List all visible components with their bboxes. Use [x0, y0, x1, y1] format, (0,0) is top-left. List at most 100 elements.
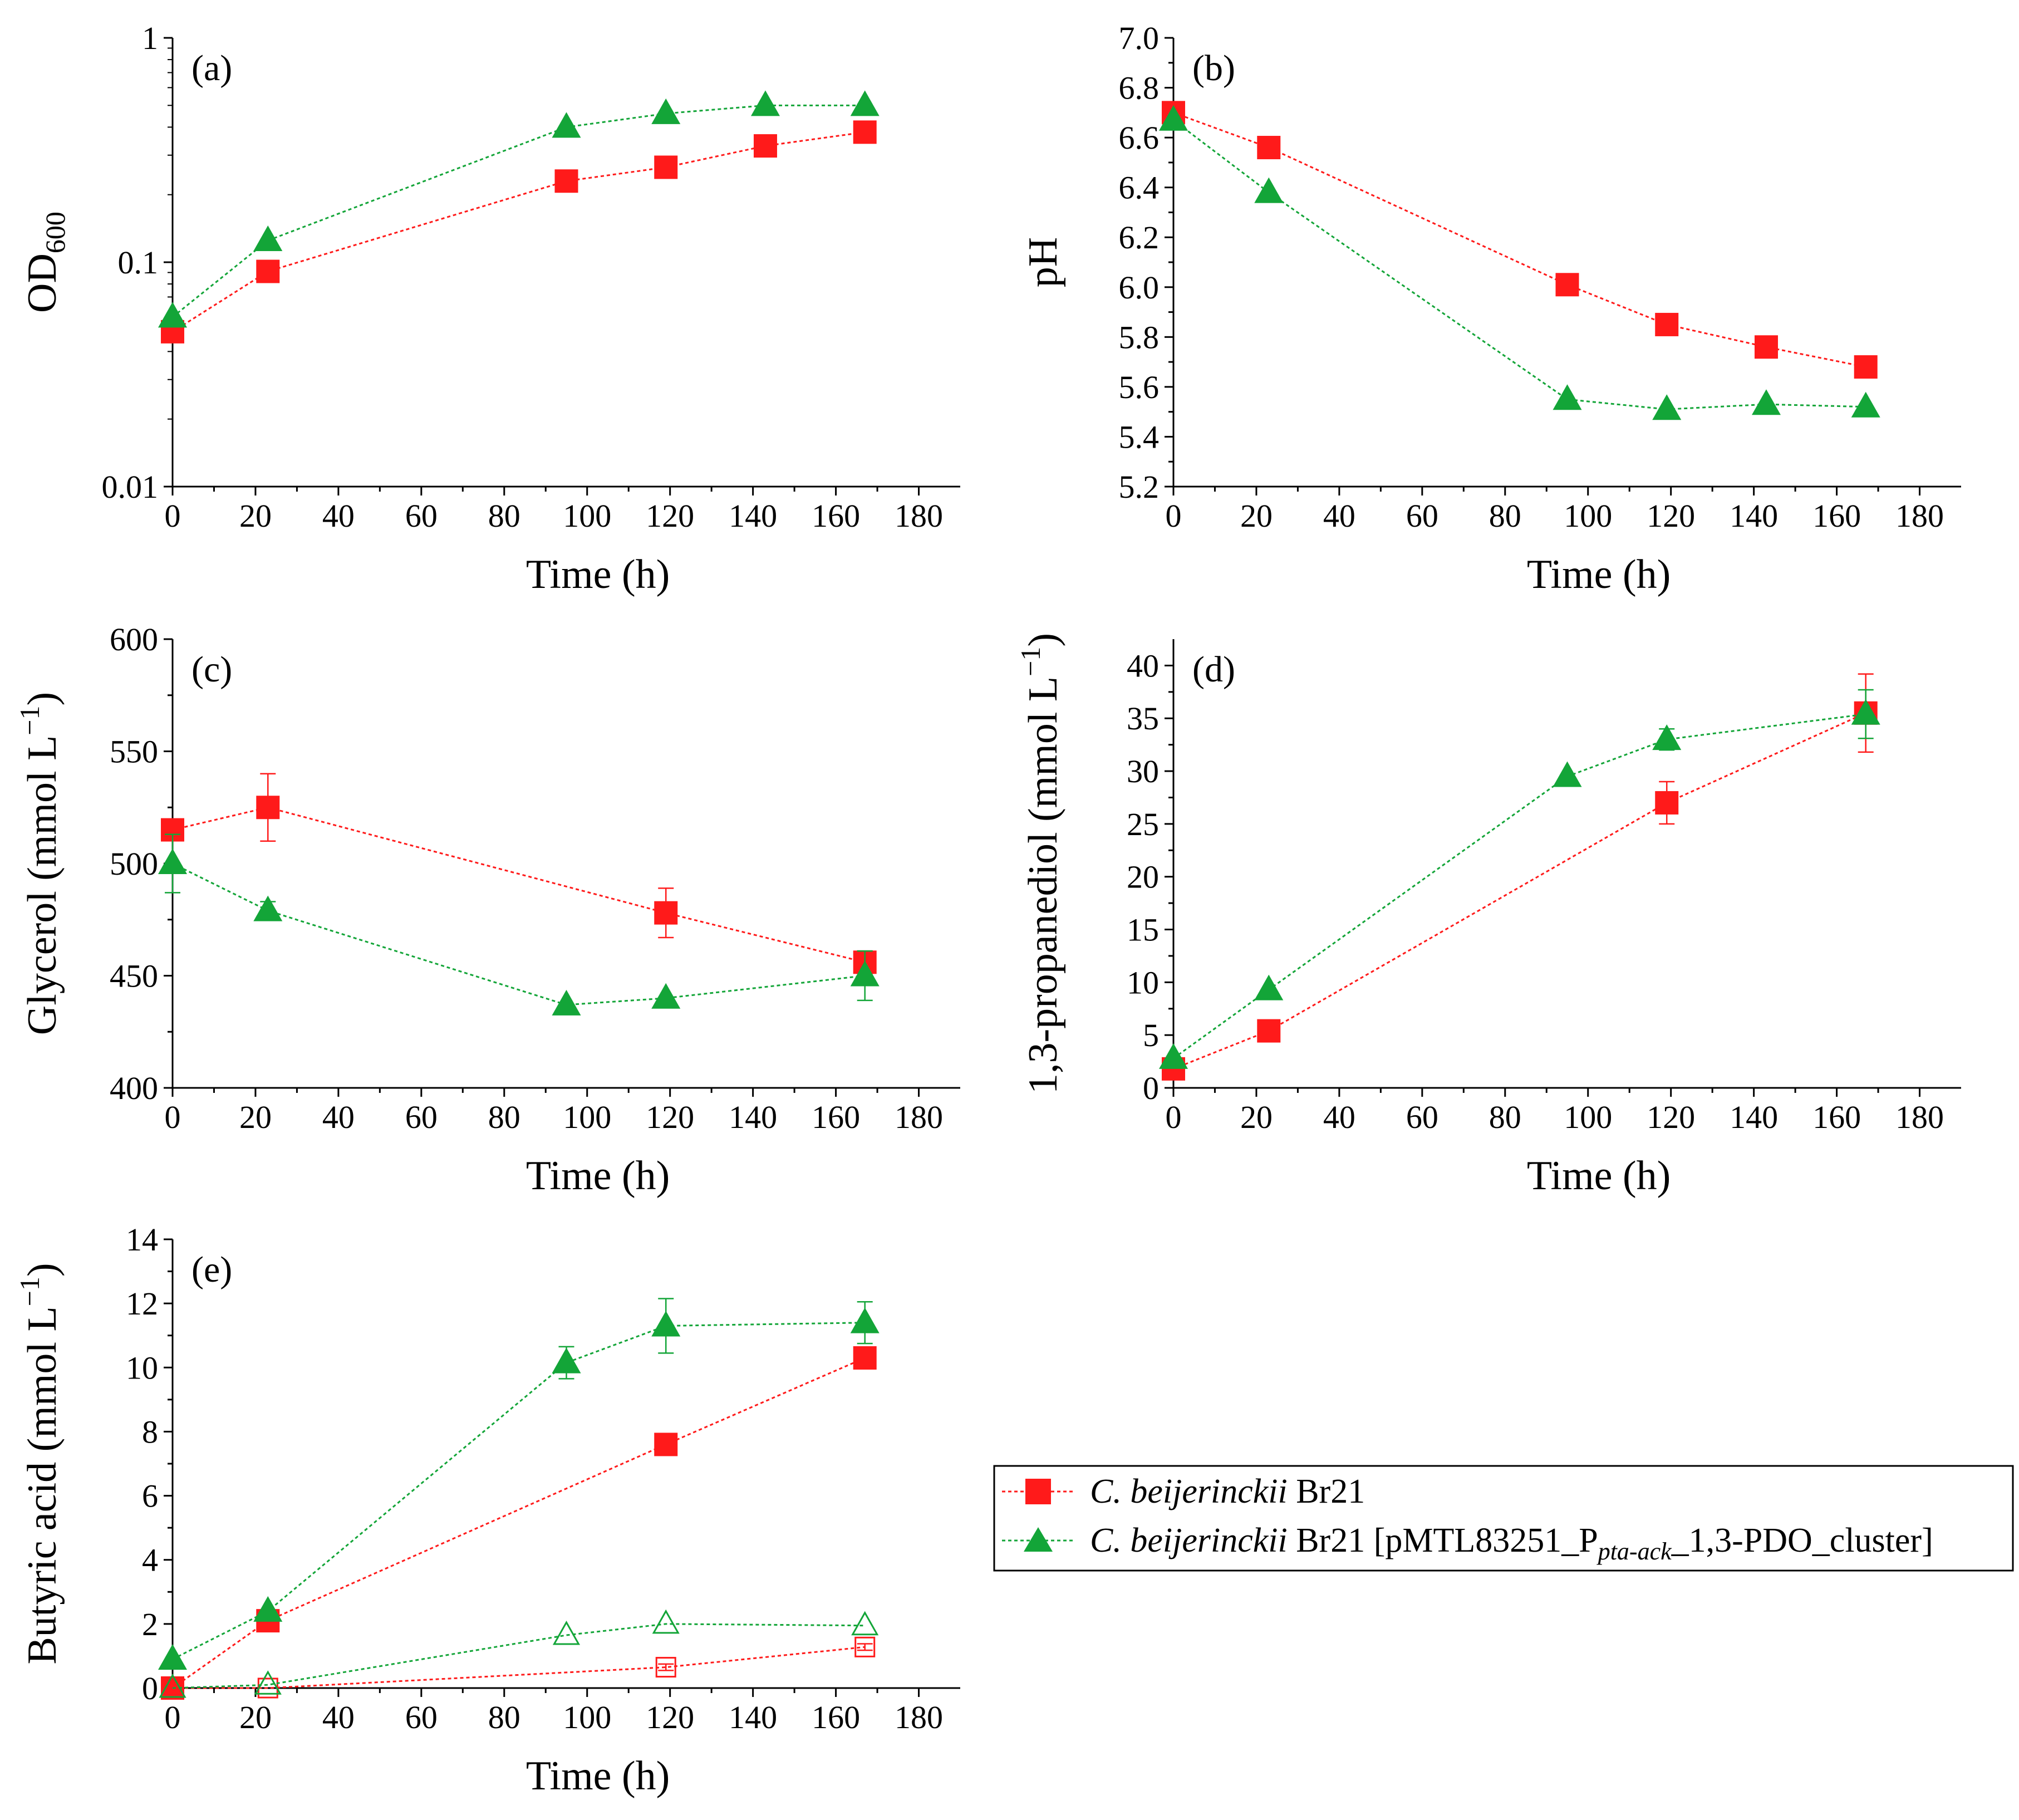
data-point-square-a	[753, 134, 777, 158]
legend-label-series2: C. beijerinckii Br21 [pMTL83251_Ppta-ack…	[1090, 1522, 1933, 1565]
x-tick-label-a: 140	[729, 498, 777, 534]
x-tick-label-b: 160	[1812, 498, 1861, 534]
data-point-triangle-b	[1159, 105, 1188, 131]
y-tick-label-d: 15	[1127, 912, 1159, 948]
data-point-triangle-b	[1652, 394, 1682, 420]
series-line-c-1	[172, 862, 865, 1006]
y-axis-title-sup-c: −1	[14, 706, 45, 735]
series-e-1	[158, 1298, 880, 1670]
data-point-square-d	[1257, 1019, 1281, 1043]
x-tick-label-b: 80	[1489, 498, 1521, 534]
y-tick-label-d: 25	[1127, 806, 1159, 842]
y-axis-title-main-d: 1,3-propanediol (mmol L	[1020, 676, 1066, 1094]
series-line-e-1	[172, 1322, 865, 1660]
data-point-triangle-d	[1851, 699, 1880, 725]
x-tick-label-a: 20	[239, 498, 272, 534]
data-point-triangle-a	[158, 302, 187, 328]
y-tick-label-b: 5.4	[1119, 419, 1160, 455]
data-point-triangle-open-e	[652, 1609, 680, 1634]
panel-a: 0 20 40 60 80 100 120 140 160 180 0.01 0.1 1 (a) Time …	[19, 20, 960, 597]
x-tick-label-d: 80	[1489, 1099, 1521, 1135]
data-point-square-b	[1854, 355, 1878, 379]
series-c-0	[161, 773, 877, 974]
series-line-d-0	[1173, 712, 1866, 1070]
legend: C. beijerinckii Br21 C. beijerinckii Br2…	[993, 1465, 2014, 1572]
y-axis-title-a: OD600	[19, 212, 71, 313]
x-tick-label-e: 120	[646, 1699, 694, 1735]
data-point-square-a	[256, 259, 280, 283]
data-point-triangle-a	[253, 225, 283, 251]
panel-label-d: (d)	[1192, 649, 1235, 690]
y-tick-label-a: 1	[142, 20, 158, 56]
x-tick-label-d: 0	[1166, 1099, 1182, 1135]
x-tick-label-c: 160	[812, 1099, 860, 1135]
x-tick-label-b: 0	[1166, 498, 1182, 534]
y-axis-title-main-e: Butyric acid (mmol L	[19, 1306, 65, 1664]
x-tick-label-e: 80	[488, 1699, 520, 1735]
x-tick-label-c: 180	[895, 1099, 943, 1135]
y-tick-label-c: 600	[110, 621, 158, 658]
y-axis-title-end-e: )	[19, 1263, 65, 1277]
legend-series1-italic: C. beijerinckii	[1090, 1473, 1288, 1510]
series-line-c-0	[172, 806, 866, 963]
x-tick-label-c: 100	[563, 1099, 611, 1135]
y-axis-title-e: Butyric acid (mmol L−1)	[14, 1263, 65, 1664]
legend-series2-rest: Br21 [pMTL83251_P	[1288, 1522, 1598, 1559]
y-axis-title-main-b: pH	[1020, 237, 1066, 287]
y-tick-label-d: 20	[1127, 859, 1159, 895]
x-tick-label-c: 80	[488, 1099, 520, 1135]
y-tick-label-e: 0	[142, 1670, 158, 1706]
data-point-square-b	[1655, 312, 1679, 336]
data-point-triangle-a	[651, 98, 681, 124]
series-b-0	[1162, 101, 1878, 379]
y-axis-title-end-c: )	[19, 692, 65, 706]
x-tick-label-d: 140	[1730, 1099, 1778, 1135]
x-tick-label-b: 40	[1323, 498, 1355, 534]
y-tick-label-e: 4	[142, 1542, 158, 1578]
y-tick-label-a: 0.1	[118, 244, 159, 281]
data-point-triangle-open-e	[552, 1620, 581, 1645]
data-point-triangle-c	[158, 848, 187, 874]
x-tick-label-e: 140	[729, 1699, 777, 1735]
panel-label-b: (b)	[1192, 48, 1235, 89]
y-tick-label-b: 5.2	[1119, 469, 1160, 505]
y-tick-label-e: 8	[142, 1414, 158, 1450]
x-tick-label-d: 180	[1895, 1099, 1944, 1135]
data-point-triangle-e	[158, 1644, 187, 1670]
x-tick-label-e: 0	[165, 1699, 181, 1735]
x-axis-title-c: Time (h)	[526, 1153, 670, 1199]
legend-series2-italic: C. beijerinckii	[1090, 1522, 1288, 1559]
panel-label-c: (c)	[191, 649, 232, 690]
y-tick-label-d: 0	[1143, 1070, 1159, 1106]
y-tick-label-e: 2	[142, 1606, 158, 1642]
y-tick-label-a: 0.01	[102, 469, 159, 505]
data-point-triangle-e	[253, 1596, 283, 1622]
y-tick-label-b: 7.0	[1119, 20, 1160, 56]
x-axis-title-e: Time (h)	[526, 1753, 670, 1799]
x-tick-label-a: 100	[563, 498, 611, 534]
x-tick-label-d: 40	[1323, 1099, 1355, 1135]
data-point-square-c	[654, 901, 678, 925]
series-d-0	[1162, 673, 1878, 1081]
y-axis-title-main-c: Glycerol (mmol L	[19, 735, 65, 1035]
data-point-square-d	[1655, 791, 1679, 815]
data-point-square-open-e	[854, 1636, 876, 1657]
data-point-triangle-e	[850, 1307, 880, 1333]
x-tick-label-b: 120	[1647, 498, 1695, 534]
data-point-triangle-b	[1751, 389, 1781, 415]
y-axis-title-d: 1,3-propanediol (mmol L−1)	[1015, 633, 1066, 1094]
data-point-triangle-b	[1553, 384, 1582, 410]
panel-label-e: (e)	[191, 1249, 232, 1290]
x-tick-label-b: 60	[1406, 498, 1438, 534]
y-axis-title-main-a: OD	[19, 253, 65, 313]
data-point-triangle-a	[750, 90, 780, 116]
data-point-triangle-b	[1254, 177, 1284, 203]
y-axis-title-sup-d: −1	[1015, 647, 1046, 676]
y-tick-label-d: 30	[1127, 753, 1159, 789]
y-tick-label-c: 400	[110, 1070, 158, 1106]
x-tick-label-a: 80	[488, 498, 520, 534]
series-line-a-1	[172, 104, 865, 318]
legend-marker-square	[1025, 1479, 1051, 1504]
y-axis-title-sup-e: −1	[14, 1277, 45, 1306]
y-tick-label-b: 6.0	[1119, 269, 1160, 306]
